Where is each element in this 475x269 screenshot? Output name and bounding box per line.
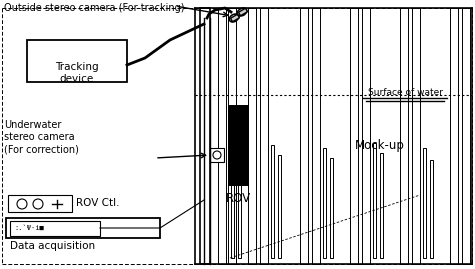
Text: Surface of water: Surface of water: [368, 88, 443, 97]
Bar: [330, 158, 333, 258]
Bar: [312, 8, 320, 264]
Bar: [350, 8, 358, 264]
Bar: [373, 143, 376, 258]
Bar: [248, 8, 256, 264]
Bar: [462, 8, 470, 264]
Bar: [238, 8, 247, 16]
Text: ROV: ROV: [226, 192, 251, 205]
Bar: [231, 150, 234, 258]
Bar: [300, 8, 308, 264]
Bar: [218, 8, 226, 264]
Bar: [10, 221, 100, 236]
Bar: [323, 148, 326, 258]
Text: Outside stereo camera (For tracking): Outside stereo camera (For tracking): [4, 3, 184, 13]
Bar: [450, 8, 458, 264]
Bar: [278, 155, 281, 258]
Text: Data acquisition: Data acquisition: [10, 241, 95, 251]
Bar: [380, 153, 383, 258]
Bar: [412, 8, 420, 264]
Bar: [400, 8, 408, 264]
Bar: [8, 195, 72, 212]
Bar: [238, 160, 241, 258]
Bar: [230, 14, 239, 22]
Bar: [6, 218, 160, 238]
Text: Mock-up: Mock-up: [355, 139, 405, 151]
Text: Tracking
device: Tracking device: [55, 62, 99, 84]
Text: :.`Ψ·i■: :.`Ψ·i■: [14, 225, 44, 231]
Bar: [271, 145, 274, 258]
Bar: [228, 105, 248, 185]
Bar: [228, 8, 236, 264]
Bar: [210, 148, 224, 162]
Bar: [200, 8, 210, 264]
Bar: [430, 160, 433, 258]
Bar: [423, 148, 426, 258]
Bar: [362, 8, 370, 264]
Bar: [260, 8, 268, 264]
Text: ROV Ctl.: ROV Ctl.: [76, 198, 120, 208]
Text: Underwater
stereo camera
(For correction): Underwater stereo camera (For correction…: [4, 120, 79, 155]
Bar: [27, 40, 127, 82]
